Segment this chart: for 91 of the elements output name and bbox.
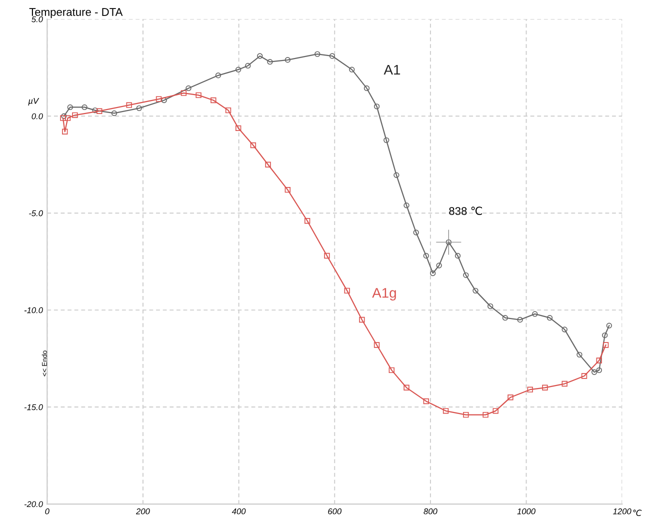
point xyxy=(602,332,608,338)
point xyxy=(463,272,469,278)
chart-title: Temperature - DTA xyxy=(29,8,123,18)
point xyxy=(581,373,588,379)
point xyxy=(324,252,330,259)
point xyxy=(235,125,242,132)
series-label: A1g xyxy=(372,288,396,301)
point xyxy=(329,53,336,59)
x-tick-label: 1000 xyxy=(517,508,536,514)
point xyxy=(463,412,469,418)
series-label: A1 xyxy=(384,64,400,74)
point xyxy=(314,51,320,57)
point xyxy=(472,288,478,294)
y-tick-label: -5.0 xyxy=(29,210,43,216)
point xyxy=(508,394,514,400)
point xyxy=(606,322,612,328)
point xyxy=(517,316,523,323)
point xyxy=(596,367,602,374)
point xyxy=(388,367,394,374)
point xyxy=(423,398,429,404)
y-tick-label: 5.0 xyxy=(32,16,43,22)
point xyxy=(64,115,71,121)
point xyxy=(72,112,78,118)
x-axis-title: ℃ xyxy=(633,510,642,516)
point xyxy=(591,369,598,375)
point xyxy=(265,162,271,168)
point xyxy=(284,57,291,63)
point xyxy=(527,386,533,392)
point xyxy=(257,53,263,59)
point xyxy=(186,85,192,92)
point xyxy=(374,104,380,110)
point xyxy=(136,105,142,112)
x-tick-label: 400 xyxy=(232,508,246,514)
x-tick-label: 0 xyxy=(45,508,50,514)
x-tick-label: 600 xyxy=(328,508,342,514)
point xyxy=(126,102,132,108)
point xyxy=(210,97,216,104)
point xyxy=(364,85,370,92)
point xyxy=(404,202,410,208)
y-tick-label: -10.0 xyxy=(24,307,43,314)
point xyxy=(267,58,273,65)
point xyxy=(562,326,568,332)
point xyxy=(96,108,102,114)
y-tick-label: -15.0 xyxy=(24,404,43,410)
point xyxy=(82,104,88,110)
y-axis-title: µV xyxy=(28,98,40,106)
point xyxy=(344,288,350,294)
point xyxy=(284,186,291,193)
point xyxy=(576,352,582,358)
point xyxy=(502,314,508,321)
point xyxy=(436,262,442,268)
point xyxy=(67,104,74,110)
point xyxy=(304,218,310,224)
point xyxy=(111,110,118,116)
point xyxy=(359,316,365,323)
point xyxy=(245,62,251,69)
point xyxy=(442,408,449,414)
point xyxy=(349,66,355,72)
point xyxy=(492,408,498,414)
point xyxy=(180,90,187,96)
y-tick-label: 0.0 xyxy=(32,113,43,120)
point xyxy=(423,252,429,259)
x-tick-label: 200 xyxy=(136,508,150,514)
x-tick-label: 800 xyxy=(424,508,438,514)
point xyxy=(62,128,68,134)
point xyxy=(161,97,167,104)
point xyxy=(602,342,609,348)
point xyxy=(235,66,242,72)
point xyxy=(487,303,494,310)
point xyxy=(384,137,390,144)
point xyxy=(215,72,222,78)
point xyxy=(225,107,232,114)
point xyxy=(430,270,436,276)
point xyxy=(562,380,568,387)
x-tick-label: 1200 xyxy=(613,508,632,514)
point xyxy=(482,412,488,418)
point xyxy=(546,314,553,321)
y-tick-label: -20.0 xyxy=(24,501,43,508)
point xyxy=(596,358,602,364)
point xyxy=(250,142,256,148)
point xyxy=(404,384,410,390)
point xyxy=(92,107,98,114)
point xyxy=(374,342,380,348)
point xyxy=(542,384,548,390)
point xyxy=(454,252,461,259)
point xyxy=(532,311,538,317)
point xyxy=(413,230,419,236)
annotation: 838 ℃ xyxy=(449,206,482,216)
point xyxy=(394,172,400,178)
point xyxy=(196,92,202,98)
point xyxy=(156,96,162,102)
